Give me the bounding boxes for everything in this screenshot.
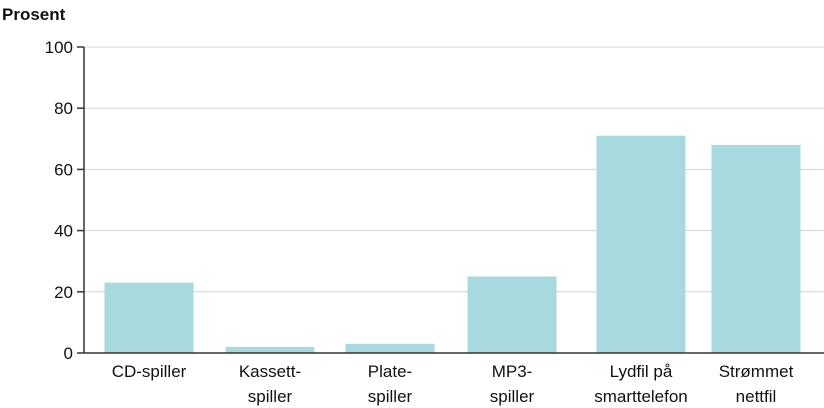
y-tick-label: 0 (64, 344, 73, 363)
x-category-label: smarttelefon (594, 387, 688, 406)
y-tick-label: 40 (54, 222, 73, 241)
bar (225, 346, 315, 353)
x-category-labels: CD-spiller Kassett-spiller Plate-spiller MP… (112, 362, 794, 406)
axes (77, 46, 824, 354)
bar (345, 343, 435, 353)
bar (467, 276, 557, 353)
bar (104, 282, 194, 353)
bar (711, 144, 801, 353)
bars (104, 135, 801, 353)
x-category-label: Plate- (368, 362, 412, 381)
y-tick-label: 20 (54, 283, 73, 302)
y-tick-label: 60 (54, 160, 73, 179)
y-tick-label: 80 (54, 99, 73, 118)
x-category-label: nettfil (736, 387, 777, 406)
x-category-label: Strømmet (719, 362, 794, 381)
bar (596, 135, 686, 353)
y-tick-labels: 0 20 40 60 80 100 (45, 38, 73, 363)
y-axis-label: Prosent (2, 5, 66, 24)
x-category-label: MP3- (492, 362, 533, 381)
x-category-label: spiller (490, 387, 535, 406)
x-category-label: spiller (248, 387, 293, 406)
x-category-label: Kassett- (239, 362, 301, 381)
grid-lines (84, 46, 824, 293)
y-tick-label: 100 (45, 38, 73, 57)
x-category-label: spiller (368, 387, 413, 406)
x-category-label: Lydfil på (610, 362, 673, 381)
x-category-label: CD-spiller (112, 362, 187, 381)
